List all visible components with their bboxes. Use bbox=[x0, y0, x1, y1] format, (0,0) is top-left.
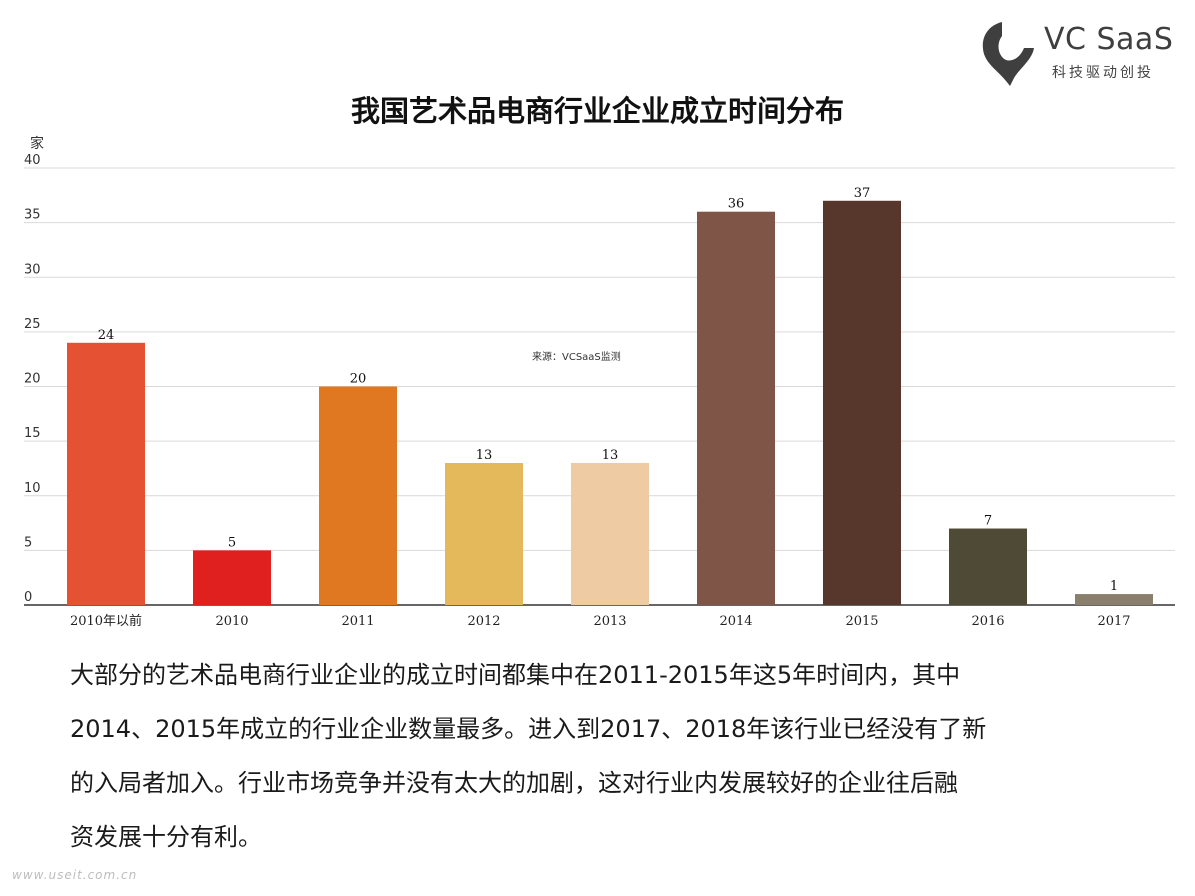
x-tick-label: 2015 bbox=[845, 614, 878, 629]
paragraph-line: 的入局者加入。行业市场竞争并没有太大的加剧，这对行业内发展较好的企业往后融 bbox=[70, 769, 958, 797]
x-tick-label: 2010年以前 bbox=[70, 613, 142, 629]
y-tick-label: 30 bbox=[24, 262, 41, 277]
data-label: 13 bbox=[476, 448, 493, 463]
description-paragraph: 大部分的艺术品电商行业企业的成立时间都集中在2011-2015年这5年时间内，其… bbox=[70, 648, 1160, 864]
x-tick-label: 2010 bbox=[215, 614, 248, 629]
bar bbox=[697, 211, 775, 605]
bar bbox=[67, 342, 145, 605]
paragraph-line: 资发展十分有利。 bbox=[70, 823, 262, 851]
data-label: 7 bbox=[984, 514, 992, 529]
bar bbox=[571, 462, 649, 605]
chart-title: 我国艺术品电商行业企业成立时间分布 bbox=[350, 94, 844, 128]
data-label: 13 bbox=[602, 448, 619, 463]
data-label: 24 bbox=[98, 328, 115, 343]
bar bbox=[319, 386, 397, 605]
y-tick-label: 25 bbox=[24, 317, 41, 332]
x-tick-label: 2014 bbox=[719, 614, 752, 629]
bar bbox=[823, 200, 901, 605]
data-label: 5 bbox=[228, 535, 236, 550]
y-tick-label: 20 bbox=[24, 372, 41, 387]
y-tick-label: 0 bbox=[24, 590, 32, 605]
bar bbox=[949, 528, 1027, 605]
logo-text: VC SaaS bbox=[1044, 22, 1174, 57]
data-label: 1 bbox=[1110, 579, 1118, 594]
y-axis-label: 家 bbox=[30, 135, 44, 152]
data-label: 36 bbox=[728, 197, 745, 212]
paragraph-line: 2014、2015年成立的行业企业数量最多。进入到2017、2018年该行业已经… bbox=[70, 715, 987, 743]
data-label: 37 bbox=[854, 186, 871, 201]
watermark: www.useit.com.cn bbox=[12, 868, 138, 882]
data-label: 20 bbox=[350, 372, 367, 387]
x-tick-label: 2016 bbox=[971, 614, 1004, 629]
logo-tagline: 科技驱动创投 bbox=[1052, 65, 1154, 81]
y-tick-label: 10 bbox=[24, 481, 41, 496]
x-tick-label: 2012 bbox=[467, 614, 500, 629]
x-tick-label: 2011 bbox=[341, 614, 374, 629]
vc-saas-logo-icon bbox=[982, 22, 1034, 86]
bar bbox=[445, 462, 523, 605]
bar bbox=[1075, 594, 1153, 605]
x-tick-label: 2013 bbox=[593, 614, 626, 629]
y-tick-label: 5 bbox=[24, 535, 32, 550]
y-tick-label: 35 bbox=[24, 208, 41, 223]
bar bbox=[193, 550, 271, 605]
x-tick-label: 2017 bbox=[1097, 614, 1130, 629]
y-tick-label: 15 bbox=[24, 426, 41, 441]
logo: VC SaaS 科技驱动创投 bbox=[980, 18, 1174, 88]
source-annotation: 来源：VCSaaS监测 bbox=[532, 350, 621, 363]
bar-chart: 0 5 10 15 20 25 30 35 40家 24 2010年以前 5 2010 20 2011 13 2… bbox=[24, 135, 1175, 629]
paragraph-line: 大部分的艺术品电商行业企业的成立时间都集中在2011-2015年这5年时间内，其… bbox=[70, 661, 961, 689]
y-tick-label: 40 bbox=[24, 153, 41, 168]
